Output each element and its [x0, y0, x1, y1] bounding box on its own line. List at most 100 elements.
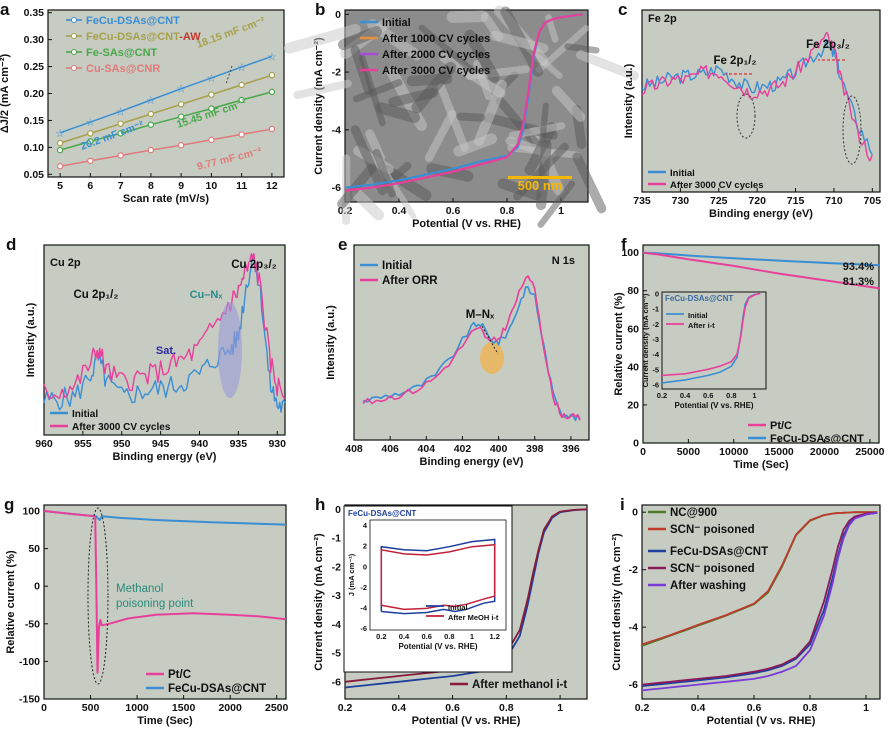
data-point — [147, 110, 155, 118]
sem-fiber — [350, 125, 387, 196]
series-line — [641, 32, 873, 162]
sem-fiber — [537, 180, 576, 228]
data-point: ☆ — [116, 106, 126, 118]
x-tick-label: 20000 — [810, 446, 839, 458]
x-tick-label: 0.8 — [500, 205, 515, 217]
legend-label: After washing — [670, 580, 746, 592]
annotation-text: poisoning point — [116, 598, 194, 610]
sem-fiber — [352, 79, 403, 103]
panel-c: 735 730 725 720 715 710 705 Binding energy (eV)… — [618, 0, 881, 220]
x-tick-label: 408 — [345, 443, 363, 455]
inset-y-tick-label: -1 — [652, 305, 659, 314]
x-tick-label: 15000 — [765, 446, 794, 458]
inset-y-label: Current density (mA cm⁻²) — [641, 293, 650, 387]
sem-fiber — [474, 79, 507, 146]
inset-x-tick-label: 0.4 — [680, 391, 691, 400]
x-tick-label: 5000 — [677, 446, 701, 458]
inset-x-tick-label: 0.2 — [376, 632, 386, 641]
x-tick-label: 950 — [113, 438, 131, 450]
x-tick-label: 402 — [454, 443, 472, 455]
legend-marker — [71, 65, 77, 71]
y-tick-label: -2 — [332, 67, 341, 79]
x-axis-label: Potential (V vs. RHE) — [412, 218, 521, 230]
legend-label: After methanol i-t — [472, 679, 567, 691]
sem-fiber — [293, 79, 352, 100]
sem-fiber — [411, 61, 457, 114]
legend-label: After 3000 CV cycles — [72, 422, 171, 433]
y-tick-label: -4 — [629, 622, 638, 634]
x-tick-label: 5 — [57, 180, 63, 192]
legend-label: SCN⁻ poisoned — [670, 563, 755, 575]
data-point — [238, 131, 245, 138]
x-tick-label: 0 — [41, 702, 47, 714]
panel-title: Fe 2p — [648, 13, 677, 25]
peak-ellipse — [842, 95, 862, 165]
inset-y-tick-label: 4 — [363, 521, 368, 530]
y-tick-label: -2 — [332, 561, 341, 573]
inset-legend-label: Initial — [448, 603, 468, 612]
legend-label: After ORR — [382, 275, 438, 287]
data-point: ☆ — [85, 117, 95, 129]
y-axis-label: Current density (mA cm⁻²) — [313, 533, 325, 671]
x-tick-label: 7 — [118, 180, 124, 192]
inset-y-tick-label: 0 — [655, 290, 659, 299]
x-tick-label: 400 — [490, 443, 508, 455]
inset-y-tick-label: -6 — [652, 380, 659, 389]
y-tick-label: -6 — [332, 676, 341, 688]
inset-cv-loop — [380, 538, 496, 615]
panel-d: 960 955 950 945 940 935 930 Binding energy (eV)… — [6, 235, 286, 463]
y-tick-label: -4 — [332, 124, 341, 136]
x-tick-label: 0.6 — [446, 205, 461, 217]
sem-fiber — [446, 10, 489, 23]
peak-label: Fe 2p₃/₂ — [806, 39, 850, 51]
x-tick-label: 398 — [526, 443, 544, 455]
data-point — [56, 146, 64, 154]
y-tick-label: 0 — [633, 438, 639, 450]
annotation-arrow — [481, 325, 499, 355]
y-axis-label: Intensity (a.u.) — [325, 305, 337, 380]
data-point — [56, 139, 64, 147]
x-tick-label: 6 — [87, 180, 93, 192]
inset-y-tick-label: -4 — [652, 350, 659, 359]
y-tick-label: 0.25 — [24, 61, 45, 73]
y-tick-label: 0.30 — [24, 34, 45, 46]
x-tick-label: 730 — [672, 195, 690, 207]
sem-fiber — [513, 142, 569, 201]
sem-fiber — [375, 102, 420, 124]
legend-label: FeCu-DSAs@CNT-AW — [86, 31, 201, 43]
legend-label: After 3000 CV cycles — [670, 180, 763, 191]
x-tick-label: 2000 — [218, 702, 242, 714]
data-point — [268, 125, 276, 133]
inset-legend-label: After MeOH i-t — [448, 613, 499, 622]
data-point — [208, 105, 215, 112]
legend-label: Initial — [382, 260, 412, 272]
x-tick-label: 1500 — [172, 702, 196, 714]
sem-fiber — [564, 43, 600, 54]
sem-fiber — [351, 188, 385, 221]
x-axis-label: Time (Sec) — [733, 459, 789, 471]
end-label: 93.4% — [843, 261, 874, 273]
x-tick-label: 1000 — [125, 702, 149, 714]
inset-y-tick-label: 2 — [363, 542, 367, 551]
inset-y-label: J (mA cm⁻²) — [347, 553, 356, 596]
legend-label: SCN⁻ poisoned — [670, 524, 755, 536]
legend-label: Initial — [72, 409, 98, 420]
inset-cv-loop — [380, 543, 496, 611]
y-tick-label: 80 — [627, 285, 639, 297]
data-point: ☆ — [176, 84, 186, 96]
inset-y-tick-label: -3 — [652, 335, 659, 344]
y-axis-label: Intensity (a.u.) — [25, 302, 37, 377]
y-tick-label: 0 — [335, 504, 341, 516]
x-tick-label: 715 — [787, 195, 805, 207]
series-line — [642, 251, 880, 267]
y-tick-label: 0 — [632, 507, 638, 519]
x-tick-label: 935 — [230, 438, 248, 450]
x-tick-label: 1 — [863, 702, 869, 714]
x-tick-label: 2500 — [265, 702, 289, 714]
plot-area — [43, 244, 286, 436]
y-tick-label: 0 — [335, 9, 341, 21]
legend-label: After 2000 CV cycles — [382, 49, 490, 61]
x-tick-label: 0.4 — [392, 205, 407, 217]
sem-fiber — [551, 85, 586, 122]
